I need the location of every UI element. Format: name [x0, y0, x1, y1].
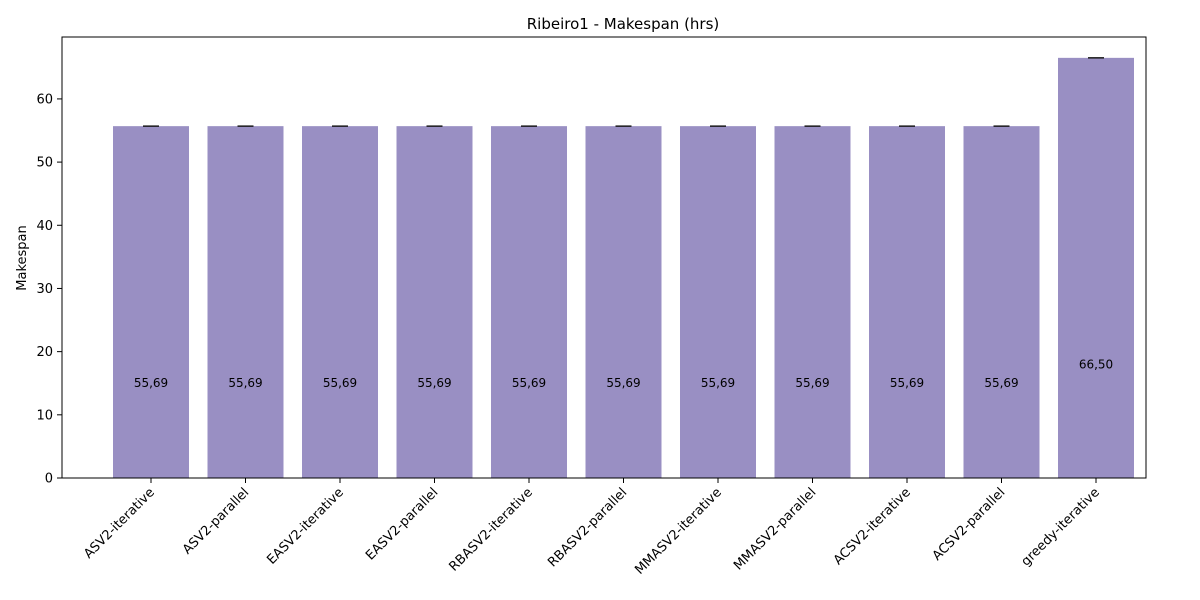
x-tick-label: ASV2-parallel	[180, 485, 252, 557]
x-tick-label: ACSV2-parallel	[930, 485, 1009, 564]
x-tick-label: EASV2-parallel	[363, 485, 441, 563]
data-label: 55,69	[228, 376, 262, 390]
data-label: 55,69	[134, 376, 168, 390]
x-tick-label: MMASV2-iterative	[632, 485, 725, 578]
x-tick-label: MMASV2-parallel	[731, 485, 819, 573]
bar	[207, 126, 284, 478]
x-tick-label: greedy-iterative	[1019, 485, 1103, 569]
error-bars-group	[143, 57, 1104, 127]
plot-frame	[61, 36, 1147, 479]
data-label: 55,69	[512, 376, 546, 390]
data-labels-group: 55,69 55,69 55,69 55,69 55,69 55,69 55,69 55,69…	[134, 358, 1113, 390]
data-label: 55,69	[701, 376, 735, 390]
bar	[585, 126, 662, 478]
x-tick-label: RBASV2-parallel	[545, 485, 630, 570]
x-tick-label: ASV2-iterative	[81, 485, 158, 562]
data-label: 55,69	[890, 376, 924, 390]
x-tick-label: ACSV2-iterative	[831, 485, 914, 568]
y-tick-label: 40	[36, 219, 53, 234]
data-label: 55,69	[417, 376, 451, 390]
x-axis: ASV2-iterative ASV2-parallel EASV2-iterati…	[81, 478, 1103, 578]
y-tick-label: 30	[36, 282, 53, 297]
x-tick-label: EASV2-iterative	[264, 485, 346, 567]
bar	[963, 126, 1040, 478]
x-tick-label: RBASV2-iterative	[446, 485, 535, 574]
data-label: 55,69	[984, 376, 1018, 390]
bar	[869, 126, 945, 478]
data-label: 55,69	[606, 376, 640, 390]
y-tick-label: 20	[36, 345, 53, 360]
bar	[774, 126, 851, 478]
bar	[302, 126, 378, 478]
data-label: 55,69	[795, 376, 829, 390]
chart-title: Ribeiro1 - Makespan (hrs)	[527, 15, 720, 33]
y-tick-label: 10	[36, 408, 53, 423]
bar	[491, 126, 567, 478]
bars-group	[113, 57, 1134, 478]
y-axis: 0 10 20 30 40 50 60	[36, 92, 62, 487]
bar	[1058, 57, 1134, 478]
data-label: 55,69	[323, 376, 357, 390]
bar	[113, 126, 189, 478]
y-tick-label: 60	[36, 92, 53, 107]
bar	[680, 126, 756, 478]
data-label: 66,50	[1079, 358, 1113, 372]
bar	[396, 126, 473, 478]
y-axis-label: Makespan	[15, 225, 30, 290]
y-tick-label: 0	[45, 472, 53, 487]
y-tick-label: 50	[36, 156, 53, 171]
